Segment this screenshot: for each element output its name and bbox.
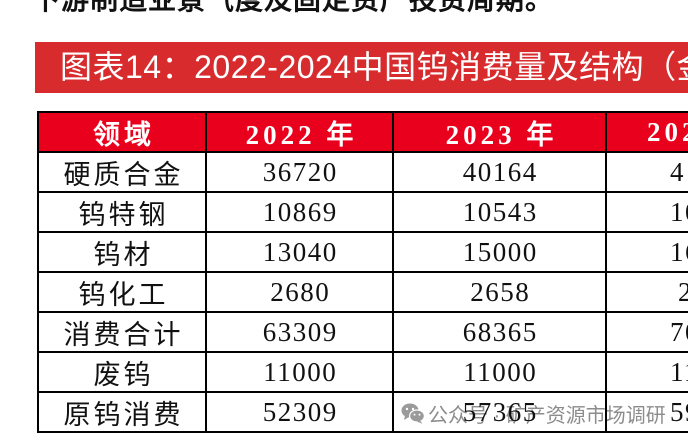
value-2023: 15000 [394,233,607,273]
value-2024: 11 [607,353,688,393]
value-2024: 70 [607,313,688,353]
header-2023: 2023 年 [394,113,607,153]
row-label: 硬质合金 [39,153,207,193]
value-2022: 52309 [207,393,394,433]
value-2023: 10543 [394,193,607,233]
value-2022: 13040 [207,233,394,273]
value-2022: 63309 [207,313,394,353]
value-2024: 4 [607,153,688,193]
tungsten-consumption-table: 领域 2022 年 2023 年 202 硬质合金 36720 40164 4 … [37,111,688,433]
row-label: 钨材 [39,233,207,273]
row-label: 消费合计 [39,313,207,353]
table-row: 硬质合金 36720 40164 4 [39,153,688,193]
value-2024: 10 [607,193,688,233]
figure-title: 图表14：2022-2024中国钨消费量及结构（金 [60,49,688,85]
value-2024: 59 [607,393,688,433]
row-label: 废钨 [39,353,207,393]
value-2023: 11000 [394,353,607,393]
value-2023: 2658 [394,273,607,313]
table-row: 废钨 11000 11000 11 [39,353,688,393]
row-label: 钨化工 [39,273,207,313]
intro-text: 下游制造业景气度及固定资产投资周期。 [32,0,652,15]
table-row: 钨化工 2680 2658 2 [39,273,688,313]
row-label: 钨特钢 [39,193,207,233]
value-2022: 2680 [207,273,394,313]
header-2022: 2022 年 [207,113,394,153]
header-field: 领域 [39,113,207,153]
value-2023: 68365 [394,313,607,353]
header-2024: 202 [607,113,688,153]
value-2022: 11000 [207,353,394,393]
wechat-icon [401,402,425,424]
table-header-row: 领域 2022 年 2023 年 202 [39,113,688,153]
table-row: 消费合计 63309 68365 70 [39,313,688,353]
table-row: 钨特钢 10869 10543 10 [39,193,688,233]
value-2024: 16 [607,233,688,273]
value-2022: 10869 [207,193,394,233]
table-row: 原钨消费 52309 57365 59 [39,393,688,433]
value-2023: 40164 [394,153,607,193]
value-2023: 57365 [394,393,607,433]
table-row: 钨材 13040 15000 16 [39,233,688,273]
value-2022: 36720 [207,153,394,193]
figure-title-banner: 图表14：2022-2024中国钨消费量及结构（金 [35,42,688,93]
value-2024: 2 [607,273,688,313]
row-label: 原钨消费 [39,393,207,433]
